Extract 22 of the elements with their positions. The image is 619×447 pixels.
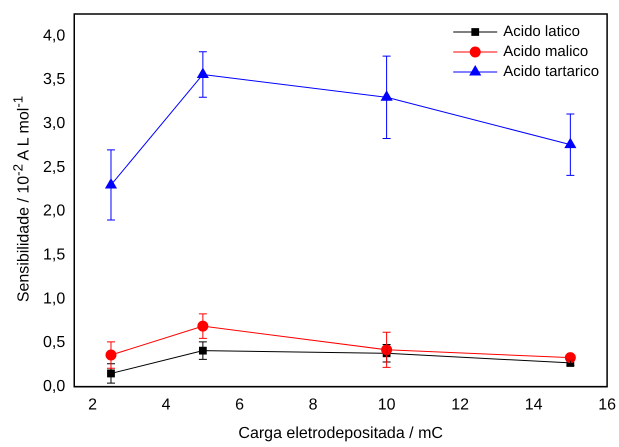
y-tick-label: 2,5 (42, 158, 66, 176)
y-tick-label: 2,0 (42, 202, 66, 220)
x-tick-label: 16 (598, 396, 616, 414)
y-tick-label: 1,0 (42, 290, 66, 308)
legend-label: Acido latico (503, 23, 580, 40)
legend-label: Acido malico (503, 43, 588, 60)
x-axis-title: Carga eletrodepositada / mC (238, 424, 443, 442)
x-tick-label: 2 (88, 396, 98, 414)
x-tick-label: 4 (162, 396, 171, 414)
y-tick-label: 0,5 (42, 334, 66, 352)
legend-label: Acido tartarico (503, 63, 600, 80)
x-tick-label: 6 (235, 396, 244, 414)
point (107, 370, 115, 378)
y-tick-label: 4,0 (42, 27, 66, 44)
y-tick-label: 1,5 (42, 246, 66, 264)
y-tick-label: 3,0 (42, 114, 66, 132)
y-tick-label: 3,5 (42, 71, 66, 88)
x-tick-label: 12 (451, 396, 470, 414)
x-tick-label: 10 (378, 396, 396, 414)
x-tick-label: 14 (524, 396, 543, 414)
x-tick-label: 8 (308, 396, 318, 414)
y-tick-label: 0,0 (42, 378, 66, 396)
